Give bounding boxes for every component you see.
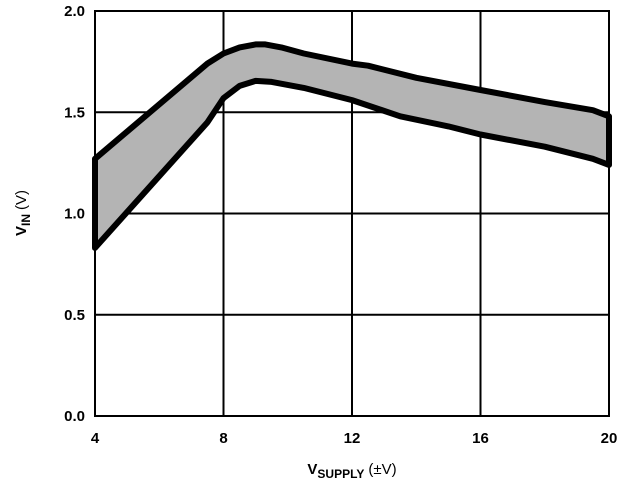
y-tick-label: 0.0 [64,408,85,425]
y-tick-labels: 0.0 0.5 1.0 1.5 2.0 [64,3,85,425]
x-tick-label: 20 [601,430,618,447]
y-axis-title-suffix: (V) [13,190,30,210]
x-axis-title-suffix: (±V) [368,461,396,478]
y-tick-label: 1.0 [64,206,85,223]
x-tick-label: 8 [219,430,227,447]
y-axis-title-main: V [13,226,30,236]
x-tick-label: 16 [472,430,489,447]
y-axis-title: VIN (V) [13,190,33,236]
upper-bound-line [92,41,612,162]
x-axis-title-sub: SUPPLY [317,467,364,481]
y-tick-label: 0.5 [64,307,85,324]
x-tick-labels: 4 8 12 16 20 [91,430,618,447]
y-tick-label: 1.5 [64,104,85,121]
x-axis-title: VSUPPLY (±V) [307,461,396,481]
x-tick-label: 12 [344,430,361,447]
y-tick-label: 2.0 [64,3,85,20]
plot-frame [94,10,610,417]
lower-bound-line [92,77,612,251]
x-tick-label: 4 [91,430,100,447]
y-axis-title-sub: IN [19,214,33,226]
x-axis-title-main: V [307,461,317,478]
